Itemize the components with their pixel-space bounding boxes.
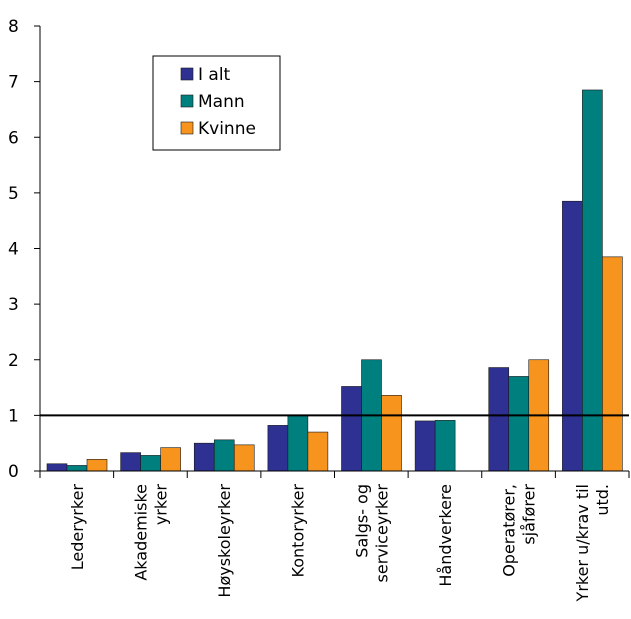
legend-label: Kvinne — [198, 119, 256, 139]
y-axis: 0 1 2 3 4 5 6 7 8 — [8, 17, 41, 482]
x-category-label: utd. — [593, 484, 612, 516]
bar-mann — [213, 439, 235, 472]
bar-i-alt — [120, 452, 141, 472]
bar-i-alt — [488, 367, 510, 472]
bar-kvinne — [233, 444, 255, 472]
bar-kvinne — [381, 395, 402, 472]
bar-kvinne — [160, 447, 181, 472]
bar-kvinne — [86, 459, 108, 472]
legend-box — [152, 55, 281, 151]
y-tick-label: 1 — [8, 406, 19, 426]
y-tick-label: 5 — [8, 184, 19, 204]
x-category-label: Kontoryrker — [289, 484, 308, 578]
legend: I alt Mann Kvinne — [152, 55, 281, 151]
x-category-label: Akademiske — [131, 484, 150, 581]
x-category-label: Yrker u/krav til — [573, 484, 592, 602]
legend-swatch — [180, 121, 194, 135]
bar-mann — [287, 414, 309, 472]
x-category-label: Håndverkere — [436, 484, 455, 587]
x-category-label: serviceyrker — [372, 484, 391, 583]
bar-i-alt — [562, 200, 583, 472]
x-category-label: Høyskoleyrker — [215, 484, 234, 598]
bar-mann — [66, 465, 88, 472]
x-category-label: Salgs- og — [352, 484, 371, 558]
bar-i-alt — [193, 442, 215, 472]
bar-i-alt — [46, 463, 68, 472]
bar-mann — [582, 89, 603, 472]
bar-mann — [434, 420, 456, 472]
x-axis: Lederyrker Akademiske yrker Høyskoleyrker Ko… — [39, 470, 630, 602]
legend-swatch — [180, 94, 194, 108]
x-category-label: sjåfører — [520, 484, 539, 545]
y-tick-label: 3 — [8, 295, 19, 315]
y-tick-label: 8 — [8, 17, 19, 37]
y-tick-label: 4 — [8, 240, 19, 260]
x-category-label: Lederyrker — [68, 484, 87, 571]
y-tick-label: 7 — [8, 73, 19, 93]
bar-mann — [140, 455, 161, 472]
bar-kvinne — [307, 431, 329, 472]
bar-mann — [508, 376, 530, 472]
x-category-label: yrker — [151, 484, 170, 526]
legend-label: Mann — [198, 92, 245, 112]
legend-label: I alt — [198, 65, 231, 85]
bar-i-alt — [267, 425, 289, 472]
x-category-label: Operatører, — [500, 484, 519, 577]
y-tick-label: 0 — [8, 462, 19, 482]
bars — [40, 89, 629, 472]
y-tick-label: 6 — [8, 128, 19, 148]
y-tick-label: 2 — [8, 351, 19, 371]
legend-swatch — [180, 67, 194, 81]
bar-i-alt — [414, 420, 436, 472]
bar-kvinne — [602, 256, 623, 472]
bar-i-alt — [341, 386, 362, 472]
